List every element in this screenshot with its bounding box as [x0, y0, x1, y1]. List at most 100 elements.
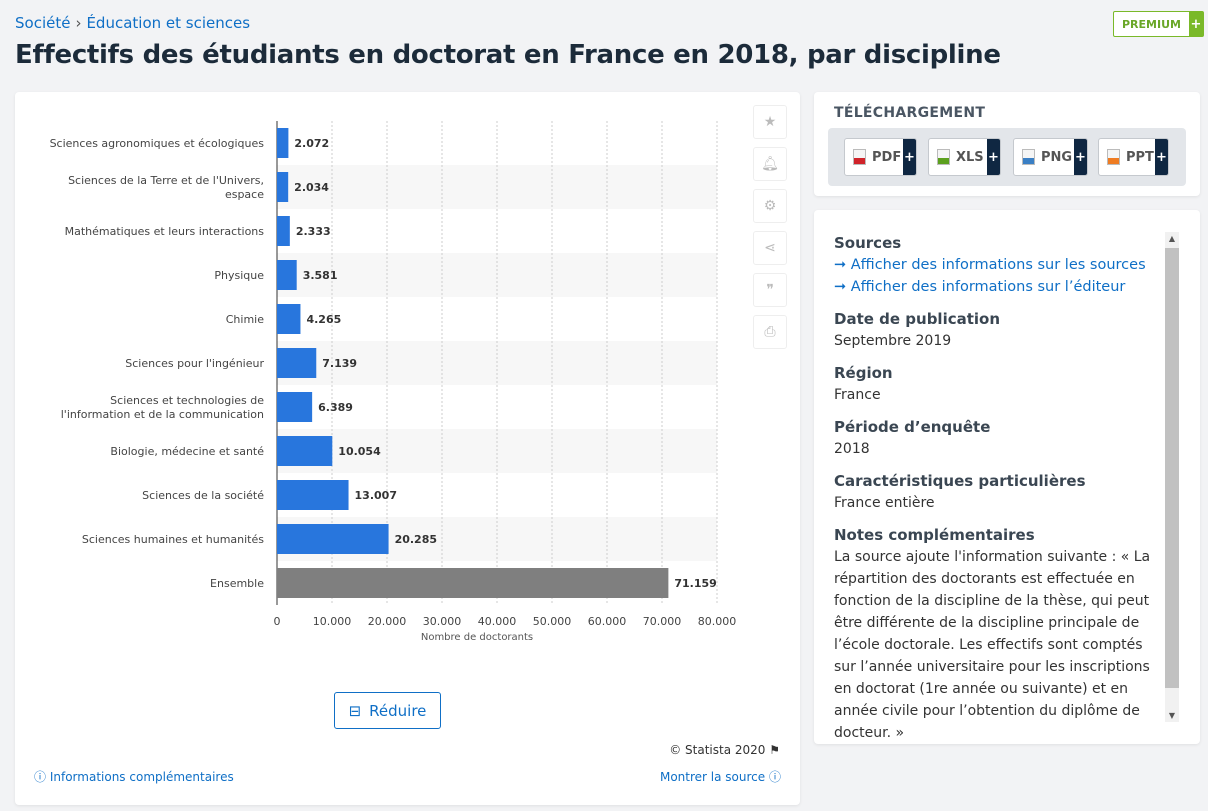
ppt-file-icon [1107, 149, 1120, 165]
data-label: 6.389 [318, 401, 353, 414]
info-icon: ⓘ [34, 770, 47, 784]
data-label: 71.159 [674, 577, 716, 590]
scroll-down-icon[interactable]: ▼ [1168, 711, 1176, 720]
page-title: Effectifs des étudiants en doctorat en F… [15, 40, 1001, 70]
quote-button[interactable]: ❞ [753, 273, 787, 307]
plus-icon: + [1155, 139, 1168, 175]
x-tick-label: 10.000 [313, 615, 352, 628]
data-label: 4.265 [306, 313, 341, 326]
bar [277, 128, 289, 158]
period-title: Période d’enquête [834, 418, 991, 436]
bar [277, 524, 389, 554]
info-card: Sources ➞ Afficher des informations sur … [814, 210, 1200, 744]
category-label: Sciences pour l'ingénieur [125, 357, 264, 370]
copyright: © Statista 2020 ⚑ [669, 743, 780, 757]
download-xls-button[interactable]: XLS + [928, 138, 1001, 176]
plus-icon: + [1188, 12, 1203, 36]
category-label: Sciences agronomiques et écologiques [50, 137, 265, 150]
category-label: Physique [214, 269, 264, 282]
x-axis-label: Nombre de doctorants [421, 632, 533, 643]
notes-value: La source ajoute l'information suivante … [834, 549, 1151, 741]
star-icon: ★ [763, 114, 777, 130]
x-tick-label: 70.000 [643, 615, 682, 628]
data-label: 3.581 [303, 269, 338, 282]
bar [277, 392, 313, 422]
show-source-link[interactable]: Montrer la source ⓘ [659, 770, 781, 784]
quote-icon: ❞ [766, 282, 774, 298]
x-tick-label: 50.000 [533, 615, 572, 628]
region-value: France [834, 387, 881, 403]
download-png-button[interactable]: PNG + [1013, 138, 1088, 176]
print-icon: ⎙ [764, 324, 776, 340]
data-label: 13.007 [355, 489, 397, 502]
period-value: 2018 [834, 441, 870, 457]
publication-title: Date de publication [834, 310, 1001, 328]
bar [277, 348, 317, 378]
bar [277, 172, 289, 202]
breadcrumb-education[interactable]: Éducation et sciences [86, 14, 251, 32]
more-info-link[interactable]: ⓘ Informations complémentaires [34, 770, 234, 784]
data-label: 7.139 [322, 357, 357, 370]
plus-icon: + [1074, 139, 1087, 175]
bar [277, 260, 297, 290]
bar [277, 480, 349, 510]
gear-button[interactable]: ⚙ [753, 189, 787, 223]
publisher-link[interactable]: ➞ Afficher des informations sur l’éditeu… [834, 279, 1126, 295]
bar-chart: 0 10.000 20.000 30.000 40.000 50.000 60.000 70.… [50, 121, 737, 643]
download-ppt-button[interactable]: PPT + [1098, 138, 1169, 176]
sources-link[interactable]: ➞ Afficher des informations sur les sour… [834, 257, 1146, 273]
data-label: 2.333 [296, 225, 331, 238]
xls-file-icon [937, 149, 950, 165]
download-buttons: PDF + XLS + PNG + PPT + [828, 128, 1186, 186]
flag-icon: ⚑ [769, 743, 780, 757]
category-label: Chimie [226, 313, 264, 326]
bar [277, 304, 301, 334]
scroll-up-icon[interactable]: ▲ [1168, 234, 1176, 243]
info-icon: ⓘ [768, 770, 781, 784]
bell-button[interactable]: 🔔︎ [753, 147, 787, 181]
category-label: Sciences de la Terre et de l'Univers, esp… [68, 174, 264, 201]
category-label: Sciences de la société [142, 489, 264, 502]
share-icon: ⋖ [764, 240, 776, 256]
characteristics-value: France entière [834, 495, 935, 511]
png-file-icon [1022, 149, 1035, 165]
category-label: Mathématiques et leurs interactions [65, 225, 265, 238]
download-card: TÉLÉCHARGEMENT PDF + XLS + PNG + PPT + [814, 92, 1200, 196]
breadcrumb: Société › Éducation et sciences [15, 14, 250, 32]
format-label: PNG [1041, 149, 1073, 165]
notes-title: Notes complémentaires [834, 526, 1035, 544]
data-label: 10.054 [338, 445, 381, 458]
x-tick-label: 60.000 [588, 615, 627, 628]
category-label: Sciences et technologies de l'information… [61, 394, 264, 421]
bar [277, 216, 290, 246]
share-button[interactable]: ⋖ [753, 231, 787, 265]
x-tick-label: 30.000 [423, 615, 462, 628]
x-tick-label: 20.000 [368, 615, 407, 628]
print-button[interactable]: ⎙ [753, 315, 787, 349]
premium-label: PREMIUM [1122, 17, 1181, 31]
breadcrumb-separator: › [75, 14, 82, 32]
data-label: 20.285 [395, 533, 437, 546]
minus-square-icon: ⊟ [348, 701, 362, 720]
bar [277, 568, 669, 598]
sources-title: Sources [834, 234, 902, 252]
reduce-button[interactable]: ⊟ Réduire [334, 692, 441, 729]
scrollbar-thumb[interactable] [1165, 248, 1179, 688]
format-label: XLS [956, 149, 984, 165]
download-title: TÉLÉCHARGEMENT [834, 105, 986, 121]
plus-icon: + [987, 139, 1000, 175]
publication-value: Septembre 2019 [834, 333, 952, 349]
premium-button[interactable]: PREMIUM + [1113, 11, 1204, 37]
x-tick-label: 40.000 [478, 615, 517, 628]
x-tick-label: 0 [274, 615, 281, 628]
x-tick-label: 80.000 [698, 615, 737, 628]
download-pdf-button[interactable]: PDF + [844, 138, 917, 176]
star-button[interactable]: ★ [753, 105, 787, 139]
reduce-label: Réduire [369, 701, 427, 720]
breadcrumb-societe[interactable]: Société [15, 14, 71, 32]
category-label: Biologie, médecine et santé [110, 445, 264, 458]
data-label: 2.072 [294, 137, 329, 150]
format-label: PDF [872, 149, 902, 165]
gear-icon: ⚙ [763, 198, 777, 214]
scrollbar[interactable]: ▲ ▼ [1165, 232, 1179, 722]
